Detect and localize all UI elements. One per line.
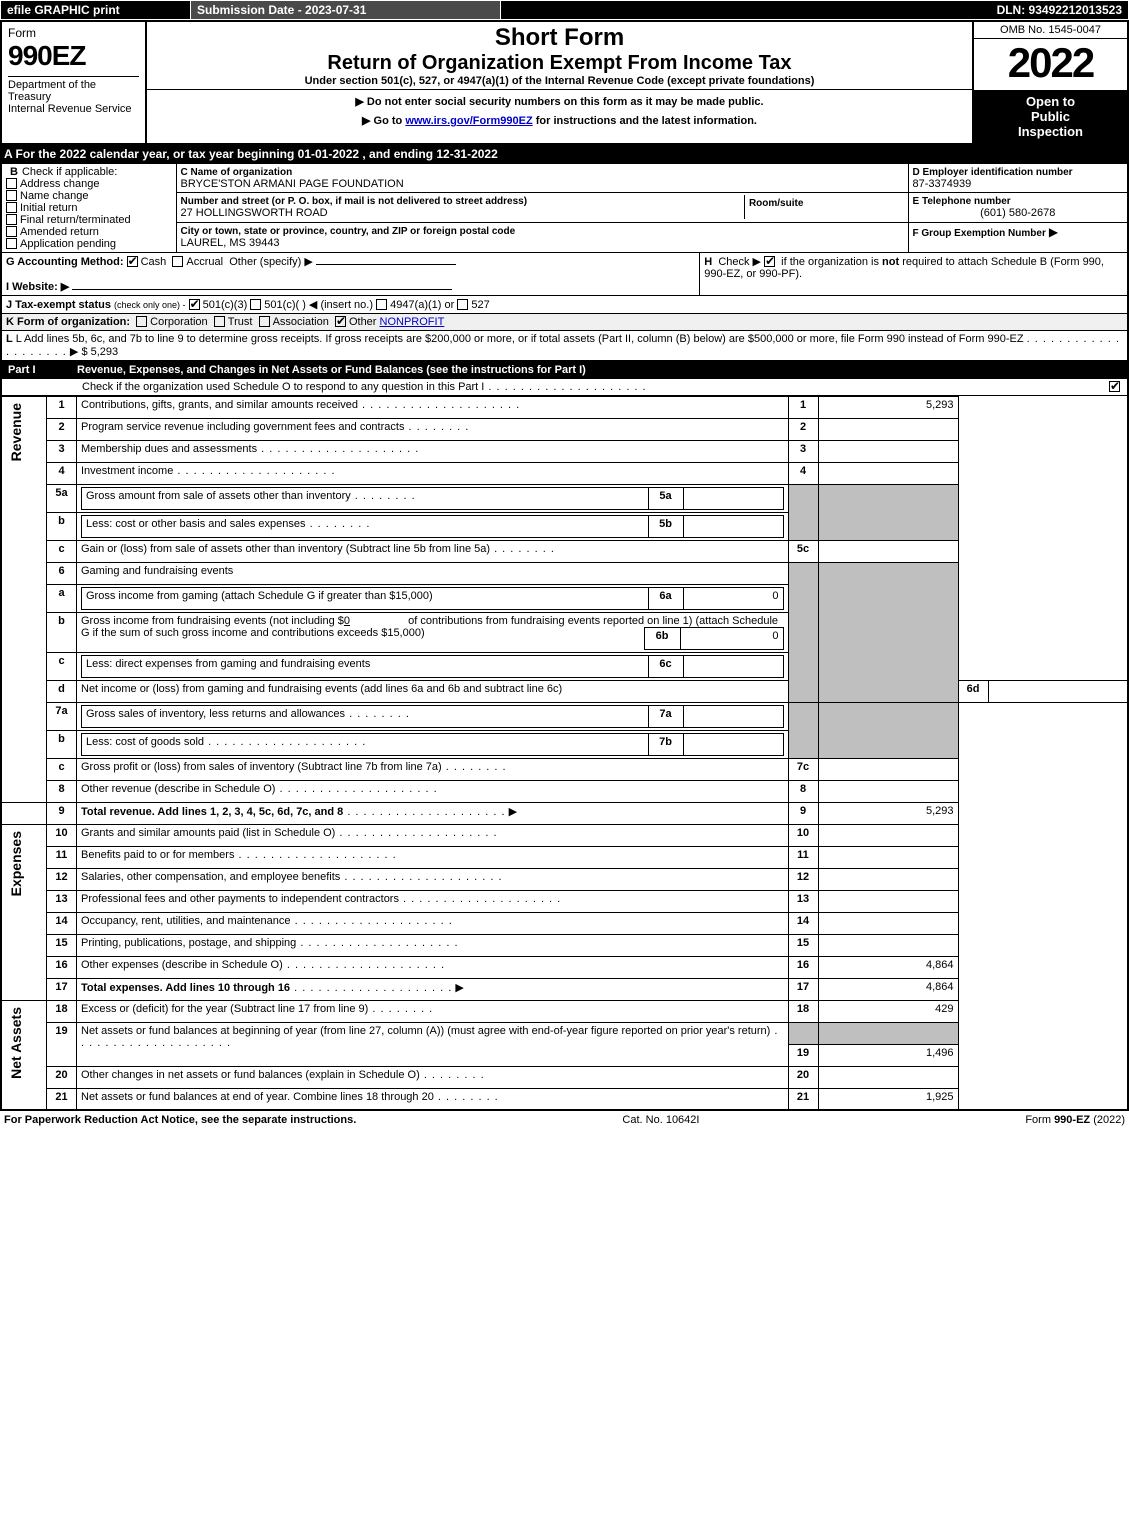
chk-trust[interactable] <box>214 316 225 327</box>
part1-label: Part I <box>1 362 71 379</box>
chk-schedule-o[interactable] <box>1109 381 1120 392</box>
chk-association[interactable] <box>259 316 270 327</box>
section-g-label: G Accounting Method: <box>6 256 124 268</box>
total-revenue: 5,293 <box>818 802 958 824</box>
subtitle: Under section 501(c), 527, or 4947(a)(1)… <box>153 75 966 87</box>
section-j-label: J Tax-exempt status <box>6 299 111 311</box>
chk-amended-return[interactable] <box>6 226 17 237</box>
chk-schedule-b[interactable] <box>764 256 775 267</box>
city-label: City or town, state or province, country… <box>181 226 516 237</box>
total-expenses: 4,864 <box>818 978 958 1000</box>
ein: 87-3374939 <box>913 178 972 190</box>
chk-corporation[interactable] <box>136 316 147 327</box>
expenses-vlabel: Expenses <box>6 827 26 900</box>
line18-amount: 429 <box>818 1000 958 1022</box>
section-d-label: D Employer identification number <box>913 167 1073 178</box>
part1-title: Revenue, Expenses, and Changes in Net As… <box>71 362 1128 379</box>
section-h-check: Check ▶ <box>718 256 761 268</box>
netassets-vlabel: Net Assets <box>6 1003 26 1083</box>
part1-check-line: Check if the organization used Schedule … <box>82 381 484 393</box>
goto-prefix: ▶ Go to <box>362 115 405 127</box>
gross-receipts: $ 5,293 <box>81 346 118 358</box>
room-label: Room/suite <box>749 198 803 209</box>
chk-527[interactable] <box>457 299 468 310</box>
efile-label: efile GRAPHIC print <box>1 1 191 20</box>
section-a: A For the 2022 calendar year, or tax yea… <box>0 145 1129 163</box>
chk-accrual[interactable] <box>172 256 183 267</box>
form-header: Form 990EZ Department of the Treasury In… <box>0 20 1129 145</box>
submission-date: Submission Date - 2023-07-31 <box>191 1 501 20</box>
section-e-label: E Telephone number <box>913 196 1011 207</box>
chk-final-return[interactable] <box>6 214 17 225</box>
revenue-vlabel: Revenue <box>6 399 26 465</box>
chk-address-change[interactable] <box>6 178 17 189</box>
chk-501c[interactable] <box>250 299 261 310</box>
org-name: BRYCE'STON ARMANI PAGE FOUNDATION <box>181 178 404 190</box>
section-i-label: I Website: ▶ <box>6 281 69 293</box>
addr-label: Number and street (or P. O. box, if mail… <box>181 196 528 207</box>
form-word: Form <box>8 26 36 40</box>
line19-amount: 1,496 <box>818 1044 958 1066</box>
section-b-label: Check if applicable: <box>22 166 117 178</box>
org-info-block: BCheck if applicable: Address change Nam… <box>0 163 1129 253</box>
section-c-label: C Name of organization <box>181 167 293 178</box>
lines-table: Revenue 1 Contributions, gifts, grants, … <box>0 396 1129 1112</box>
chk-cash[interactable] <box>127 256 138 267</box>
page-footer: For Paperwork Reduction Act Notice, see … <box>0 1111 1129 1129</box>
chk-other-org[interactable] <box>335 316 346 327</box>
open-line3: Inspection <box>1018 124 1083 139</box>
dln: DLN: 93492212013523 <box>501 1 1129 20</box>
line1-amount: 5,293 <box>818 396 958 418</box>
line21-amount: 1,925 <box>818 1088 958 1110</box>
top-bar: efile GRAPHIC print Submission Date - 20… <box>0 0 1129 20</box>
chk-initial-return[interactable] <box>6 202 17 213</box>
telephone: (601) 580-2678 <box>913 207 1124 219</box>
section-k-label: K Form of organization: <box>6 316 130 328</box>
city-state-zip: LAUREL, MS 39443 <box>181 237 280 249</box>
chk-501c3[interactable] <box>189 299 200 310</box>
chk-name-change[interactable] <box>6 190 17 201</box>
form-number: 990EZ <box>8 40 139 72</box>
line16-amount: 4,864 <box>818 956 958 978</box>
section-l-text: L Add lines 5b, 6c, and 7b to line 9 to … <box>16 333 1024 345</box>
ssn-warning: ▶ Do not enter social security numbers o… <box>153 92 966 111</box>
irs-label: Internal Revenue Service <box>8 103 132 115</box>
other-org-value[interactable]: NONPROFIT <box>380 316 445 328</box>
chk-application-pending[interactable] <box>6 238 17 249</box>
ghijkl-block: G Accounting Method: Cash Accrual Other … <box>0 253 1129 362</box>
arrow-icon: ▶ <box>1049 225 1058 239</box>
short-form-title: Short Form <box>153 24 966 52</box>
main-title: Return of Organization Exempt From Incom… <box>153 52 966 75</box>
street-address: 27 HOLLINGSWORTH ROAD <box>181 207 328 219</box>
open-line2: Public <box>1031 109 1070 124</box>
dept-treasury: Department of the Treasury <box>8 79 96 103</box>
irs-link[interactable]: www.irs.gov/Form990EZ <box>405 115 532 127</box>
open-line1: Open to <box>1026 94 1075 109</box>
goto-suffix: for instructions and the latest informat… <box>533 115 757 127</box>
chk-4947[interactable] <box>376 299 387 310</box>
footer-left: For Paperwork Reduction Act Notice, see … <box>4 1114 356 1126</box>
cat-no: Cat. No. 10642I <box>622 1114 699 1126</box>
tax-year: 2022 <box>974 39 1127 87</box>
omb-number: OMB No. 1545-0047 <box>974 22 1127 39</box>
section-f-label: F Group Exemption Number <box>913 228 1046 239</box>
